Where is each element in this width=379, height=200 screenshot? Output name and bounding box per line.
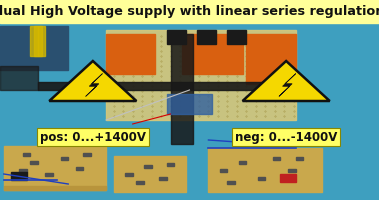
Bar — [4, 186, 106, 190]
Bar — [30, 26, 38, 56]
Bar — [4, 146, 106, 190]
Bar — [114, 156, 186, 192]
Polygon shape — [49, 61, 136, 101]
Polygon shape — [279, 74, 296, 96]
Bar — [106, 30, 296, 120]
Bar — [19, 169, 27, 172]
Bar — [171, 34, 193, 144]
Bar — [208, 148, 322, 192]
Text: dual High Voltage supply with linear series regulation: dual High Voltage supply with linear ser… — [0, 5, 379, 18]
Bar — [227, 181, 235, 184]
Bar — [280, 174, 296, 182]
Bar — [23, 153, 30, 156]
Polygon shape — [86, 74, 102, 96]
Bar — [144, 165, 152, 168]
Bar — [83, 153, 91, 156]
Bar — [125, 173, 133, 176]
Bar — [159, 177, 167, 180]
Bar — [167, 30, 186, 44]
Bar — [11, 172, 27, 180]
Bar — [61, 157, 68, 160]
Bar — [0, 66, 38, 90]
Polygon shape — [243, 61, 330, 101]
Text: neg: 0...-1400V: neg: 0...-1400V — [235, 130, 337, 144]
Bar — [182, 34, 243, 74]
Bar — [288, 169, 296, 172]
Bar — [167, 163, 174, 166]
Bar — [38, 82, 284, 90]
Text: pos: 0...+1400V: pos: 0...+1400V — [40, 130, 146, 144]
Bar — [273, 157, 280, 160]
Bar — [0, 26, 68, 70]
Bar — [220, 169, 227, 172]
Bar — [246, 34, 296, 84]
Bar — [239, 161, 246, 164]
Bar — [45, 173, 53, 176]
Bar — [30, 161, 38, 164]
Bar — [76, 167, 83, 170]
Bar — [296, 157, 303, 160]
Bar — [0, 0, 379, 23]
Bar — [106, 34, 155, 74]
Bar — [258, 177, 265, 180]
Bar — [167, 94, 212, 114]
Bar — [34, 26, 42, 56]
Bar — [227, 30, 246, 44]
Bar — [38, 26, 45, 56]
Bar — [197, 30, 216, 44]
Bar — [136, 181, 144, 184]
